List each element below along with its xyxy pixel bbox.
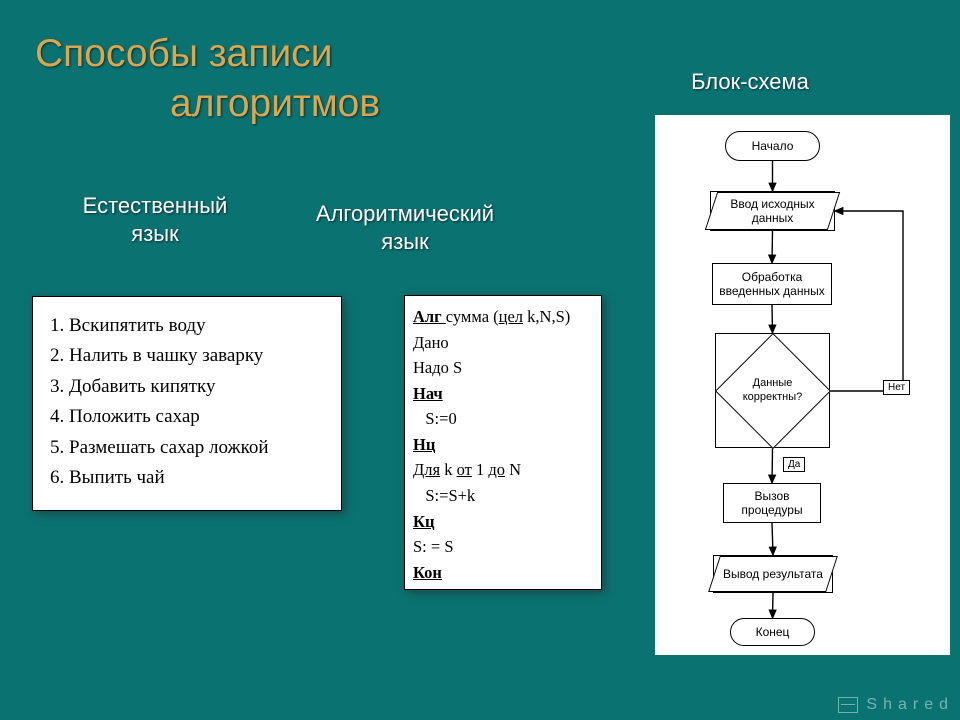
flowchart-panel: Начало Ввод исходных данных Обработка введ… <box>655 115 950 655</box>
flowchart-node-out: Вывод результата <box>713 555 833 593</box>
natural-list-item: Добавить кипятку <box>69 372 331 402</box>
natural-language-list: Вскипятить водуНалить в чашку заваркуДоб… <box>45 311 331 493</box>
algorithmic-code-line: Алг сумма (цел k,N,S) <box>413 304 593 330</box>
algorithmic-language-box: Алг сумма (цел k,N,S)ДаноНадо SНач S:=0Н… <box>404 295 602 590</box>
section-label-flowchart: Блок-схема <box>650 68 850 96</box>
shared-text: Shared <box>866 696 954 714</box>
natural-list-item: Налить в чашку заварку <box>69 341 331 371</box>
algorithmic-code-line: Нач <box>413 381 593 407</box>
flowchart-node-dec: Данные корректны? <box>715 333 830 448</box>
natural-list-item: Выпить чай <box>69 463 331 493</box>
section-label-algorithm: Алгоритмический язык <box>290 200 520 255</box>
flowchart-node-call: Вызов процедуры <box>723 483 821 523</box>
section-label-algorithm-l2: язык <box>381 229 428 254</box>
algorithmic-code-line: S:=0 <box>413 406 593 432</box>
section-label-natural-l1: Естественный <box>83 193 228 218</box>
natural-list-item: Вскипятить воду <box>69 311 331 341</box>
algorithmic-code-line: Кон <box>413 560 593 586</box>
flowchart-edge-label: Да <box>783 457 805 472</box>
algorithmic-code-line: Надо S <box>413 355 593 381</box>
section-label-natural: Естественный язык <box>60 192 250 247</box>
shared-icon <box>838 697 858 713</box>
algorithmic-code-line: S:=S+k <box>413 483 593 509</box>
flowchart-edge-label: Нет <box>883 380 910 395</box>
algorithmic-code-line: Для k от 1 до N <box>413 457 593 483</box>
algorithmic-code-line: S: = S <box>413 534 593 560</box>
section-label-natural-l2: язык <box>131 221 178 246</box>
algorithmic-code-line: Кц <box>413 509 593 535</box>
shared-watermark: Shared <box>838 696 954 714</box>
algorithmic-code-line: Нц <box>413 432 593 458</box>
algorithmic-code-line: Дано <box>413 330 593 356</box>
flowchart-node-proc1: Обработка введенных данных <box>712 263 832 305</box>
flowchart-node-start: Начало <box>725 131 820 161</box>
page-title-line2: алгоритмов <box>170 82 380 126</box>
section-label-algorithm-l1: Алгоритмический <box>316 201 494 226</box>
flowchart-node-input: Ввод исходных данных <box>710 191 835 231</box>
natural-list-item: Размешать сахар ложкой <box>69 433 331 463</box>
flowchart-node-end: Конец <box>730 618 815 646</box>
natural-language-box: Вскипятить водуНалить в чашку заваркуДоб… <box>32 296 342 511</box>
natural-list-item: Положить сахар <box>69 402 331 432</box>
page-title-line1: Способы записи <box>35 32 333 76</box>
